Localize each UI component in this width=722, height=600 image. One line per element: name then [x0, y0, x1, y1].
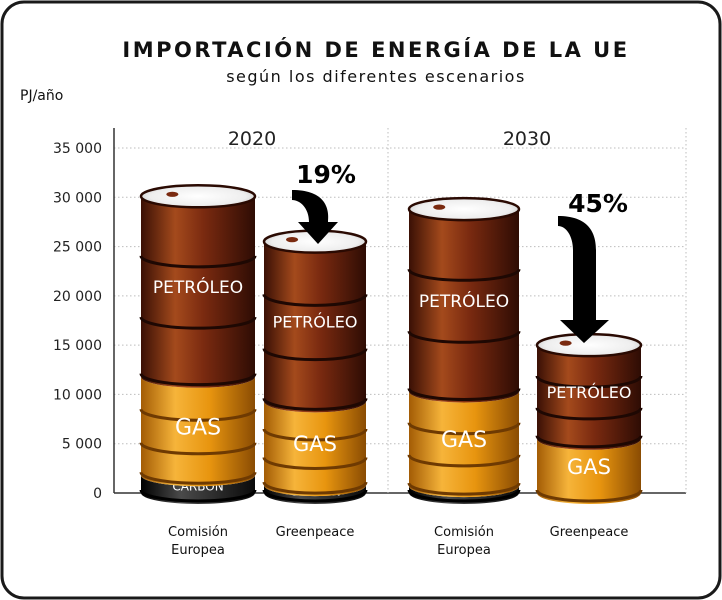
y-tick-label: 30 000	[53, 190, 102, 206]
category-labels: Comisión Europea Greenpeace Comisión Europea…	[168, 525, 628, 558]
barrel-lid	[139, 184, 257, 209]
x-tick-label: Europea	[171, 543, 225, 558]
y-tick-label: 5 000	[62, 437, 102, 453]
barrel-lid	[407, 196, 521, 222]
x-tick-label: Greenpeace	[550, 525, 629, 540]
barrel-rim	[262, 348, 368, 362]
annotations-layer: 19% 45%	[292, 160, 628, 343]
y-tick-label: 35 000	[53, 141, 102, 157]
bar-segment-label: GAS	[293, 432, 337, 456]
y-tick-label: 0	[93, 486, 102, 502]
bar-segment-label: GAS	[441, 428, 487, 453]
bar-segment-petroleo	[141, 196, 255, 388]
barrel-cap	[559, 340, 572, 346]
barrel-rim	[139, 489, 257, 503]
barrel-rim	[139, 442, 257, 456]
barrel-rim	[139, 255, 257, 269]
group-label: 2030	[503, 128, 551, 150]
y-tick-label: 25 000	[53, 240, 102, 256]
chart-title: IMPORTACIÓN DE ENERGÍA DE LA UE	[122, 37, 629, 62]
bar-segment-petroleo	[537, 345, 641, 450]
bar-segment-gas	[264, 401, 366, 497]
y-tick-label: 10 000	[53, 387, 102, 403]
annotation-label: 19%	[296, 160, 356, 189]
barrel-rim	[407, 268, 521, 282]
group-labels: 2020 2030	[228, 128, 551, 150]
barrel-rim	[407, 330, 521, 344]
barrel-rim	[139, 471, 257, 485]
x-tick-label: Europea	[437, 543, 491, 558]
bar-segment-label: GAS	[567, 455, 611, 479]
group-label: 2020	[228, 128, 276, 150]
barrel-rim	[139, 316, 257, 330]
barrel-rim	[262, 293, 368, 307]
barrel-rim	[407, 489, 521, 503]
barrel-rim	[407, 422, 521, 436]
arrow-19-icon	[292, 190, 338, 244]
bar-segment-gas	[409, 391, 519, 498]
bar-segment-petroleo	[264, 241, 366, 413]
barrel-rim	[535, 375, 643, 389]
x-tick-label: Comisión	[168, 525, 228, 540]
x-tick-label: Comisión	[434, 525, 494, 540]
bar-segment-label: PETRÓLEO	[273, 313, 358, 332]
y-tick-label: 15 000	[53, 338, 102, 354]
barrel-rim	[535, 407, 643, 421]
y-tick-labels: 0 5 000 10 000 15 000 20 000 25 000 30 000 35 0…	[53, 141, 102, 502]
barrels-layer: CARBÓNGASPETRÓLEOCARBÓNGASPETRÓLEOCARBÓN…	[139, 184, 643, 504]
barrel-rim	[407, 454, 521, 468]
barrel-rim	[535, 435, 643, 449]
bar-segment-petroleo	[409, 209, 519, 403]
bar-segment-label: PETRÓLEO	[419, 290, 509, 312]
barrel-rim	[262, 397, 368, 411]
barrel-cap	[286, 237, 299, 243]
barrel-rim	[139, 373, 257, 387]
chart-subtitle: según los diferentes escenarios	[226, 67, 526, 86]
barrel-rim	[535, 489, 643, 503]
x-tick-label: Greenpeace	[276, 525, 355, 540]
barrel-rim	[139, 408, 257, 422]
arrow-45-icon	[558, 216, 609, 343]
bar-segment-label: PETRÓLEO	[153, 276, 243, 298]
barrel-rim	[262, 428, 368, 442]
barrel-rim	[262, 481, 368, 495]
barrel-rim	[262, 489, 368, 503]
barrel-cap	[166, 191, 179, 197]
barrel-rim	[262, 457, 368, 470]
y-axis-unit: PJ/año	[20, 88, 63, 104]
bar-segment-gas	[141, 376, 255, 487]
bar-segment-label: GAS	[175, 415, 221, 440]
y-tick-label: 20 000	[53, 289, 102, 305]
bar-segment-carbon	[141, 475, 255, 504]
annotation-label: 45%	[568, 189, 628, 218]
barrel-rim	[407, 388, 521, 401]
barrel-rim	[407, 482, 521, 496]
bar-segment-gas	[537, 438, 641, 504]
bar-segment-label: PETRÓLEO	[547, 383, 632, 402]
barrel-cap	[433, 204, 446, 210]
barrel: GAS PETRÓLEO	[535, 332, 643, 504]
